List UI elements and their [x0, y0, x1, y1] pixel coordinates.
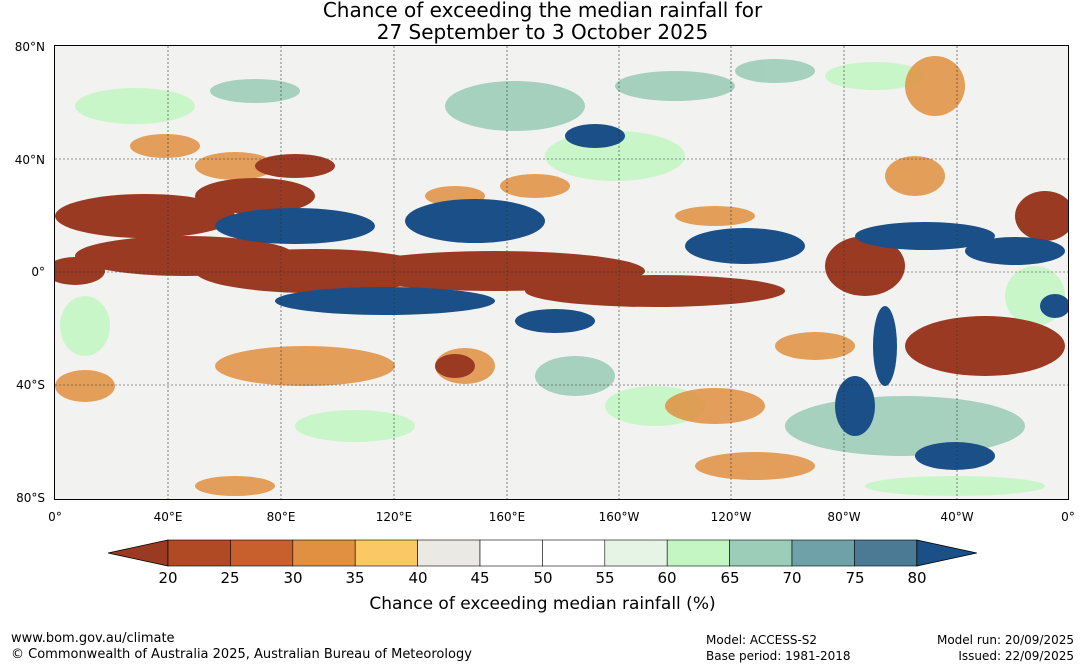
colorbar-tick-35: 35 — [345, 569, 365, 587]
footer-model: Model: ACCESS-S2 — [706, 633, 818, 647]
lon-label-40e: 40°E — [153, 510, 183, 524]
colorbar-segment — [666, 539, 730, 567]
lat-label-0: 0° — [31, 265, 45, 279]
graticule — [55, 46, 1068, 499]
map-title-line2: 27 September to 3 October 2025 — [376, 20, 709, 44]
lat-label-80n: 80°N — [14, 40, 45, 54]
lat-label-80s: 80°S — [16, 491, 45, 505]
lon-label-160e: 160°E — [488, 510, 526, 524]
colorbar-segment — [417, 539, 481, 567]
colorbar-segment — [167, 539, 231, 567]
colorbar-segment — [604, 539, 668, 567]
colorbar-tick-70: 70 — [782, 569, 802, 587]
map-field — [45, 46, 1075, 499]
colorbar-extend-low — [108, 539, 169, 567]
lon-label-0-right: 0° — [1061, 510, 1075, 524]
colorbar-segment — [479, 539, 543, 567]
colorbar-extend-high — [916, 539, 977, 567]
footer-url: www.bom.gov.au/climate — [11, 631, 175, 646]
lon-label-80w: 80°W — [827, 510, 861, 524]
colorbar-tick-30: 30 — [283, 569, 303, 587]
colorbar-tick-20: 20 — [158, 569, 178, 587]
footer-issued: Issued: 22/09/2025 — [958, 649, 1074, 663]
colorbar-tick-75: 75 — [845, 569, 865, 587]
colorbar-segment — [854, 539, 918, 567]
dry-bands — [45, 154, 1075, 378]
lon-label-0: 0° — [48, 510, 62, 524]
lat-label-40s: 40°S — [16, 378, 45, 392]
green-patches — [210, 59, 1025, 456]
colorbar-tick-50: 50 — [533, 569, 553, 587]
colorbar-tick-45: 45 — [470, 569, 490, 587]
colorbar-segment — [292, 539, 356, 567]
lon-label-80e: 80°E — [266, 510, 296, 524]
lat-label-40n: 40°N — [14, 153, 45, 167]
wet-bands — [215, 124, 1070, 470]
colorbar — [108, 539, 977, 567]
lon-label-120w: 120°W — [710, 510, 752, 524]
map-title-line1: Chance of exceeding the median rainfall … — [322, 0, 763, 22]
colorbar-segment — [729, 539, 793, 567]
colorbar-tick-60: 60 — [657, 569, 677, 587]
colorbar-tick-40: 40 — [408, 569, 428, 587]
footer-model-run: Model run: 20/09/2025 — [936, 633, 1074, 647]
colorbar-tick-80: 80 — [907, 569, 927, 587]
rainfall-probability-map — [45, 45, 1075, 500]
colorbar-tick-25: 25 — [220, 569, 240, 587]
colorbar-tick-65: 65 — [720, 569, 740, 587]
lon-label-40w: 40°W — [940, 510, 974, 524]
lon-label-120e: 120°E — [375, 510, 413, 524]
colorbar-title: Chance of exceeding median rainfall (%) — [369, 594, 716, 614]
orange-patches — [55, 56, 965, 496]
colorbar-segment — [791, 539, 855, 567]
footer-base-period: Base period: 1981-2018 — [706, 649, 851, 663]
lon-label-160w: 160°W — [598, 510, 640, 524]
colorbar-tick-55: 55 — [595, 569, 615, 587]
colorbar-segment — [354, 539, 418, 567]
footer-copyright: © Commonwealth of Australia 2025, Austra… — [11, 647, 472, 662]
colorbar-segment — [230, 539, 294, 567]
colorbar-segment — [542, 539, 606, 567]
